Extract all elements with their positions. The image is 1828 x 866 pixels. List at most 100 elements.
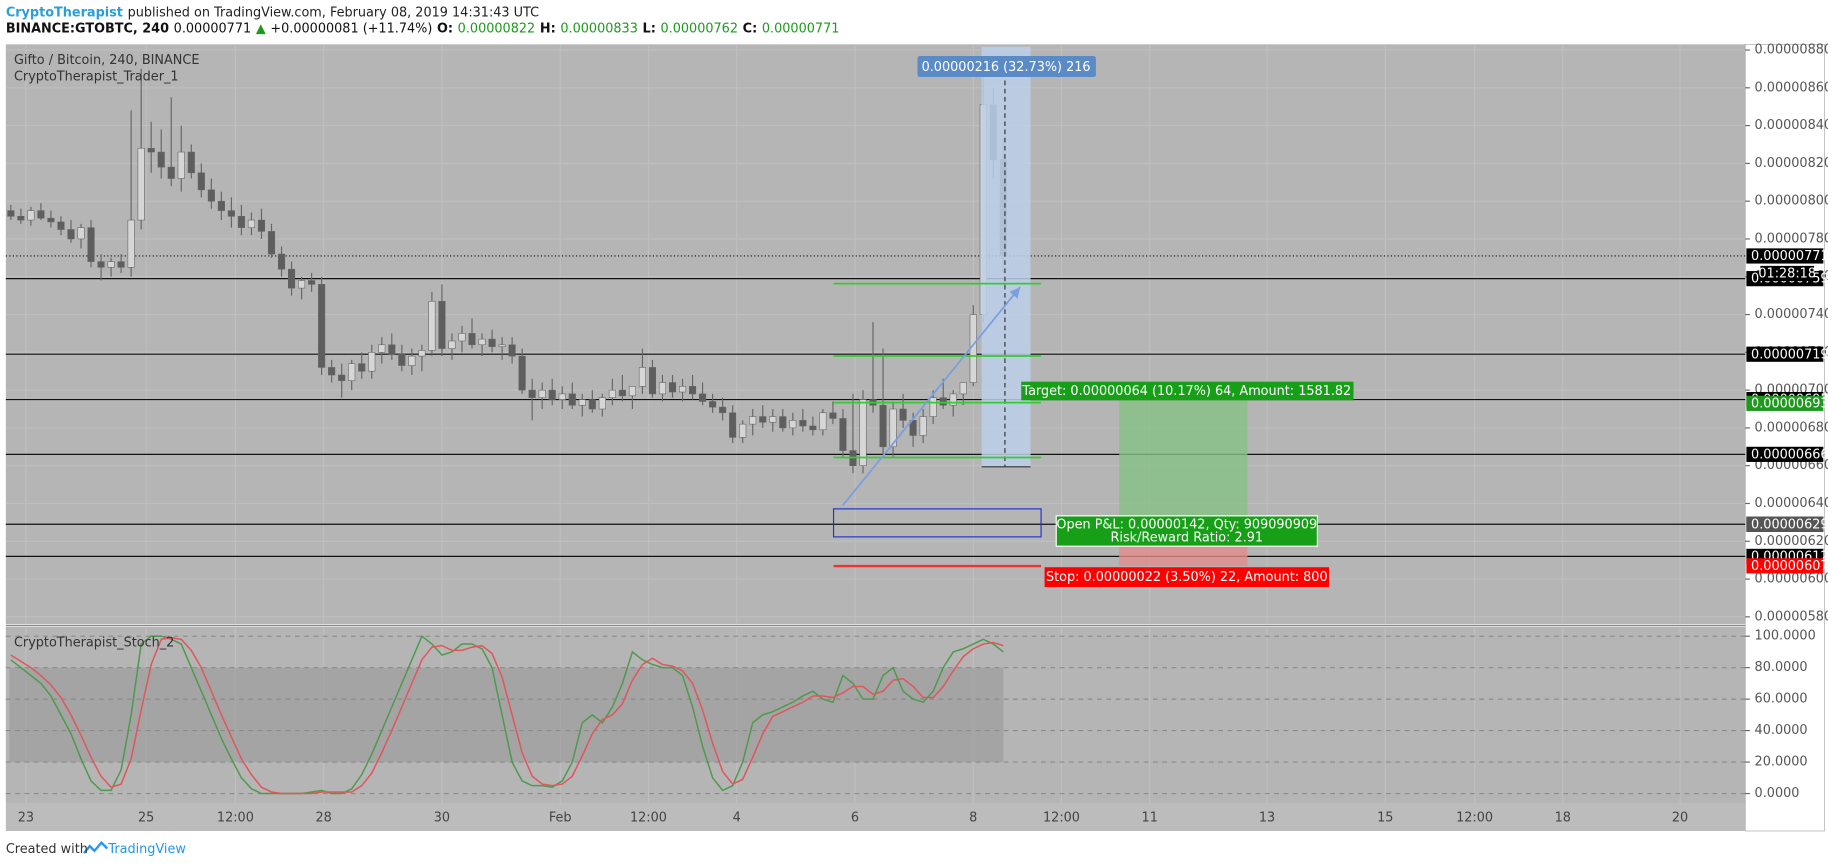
candle-body xyxy=(668,382,677,393)
stop-label: Stop: 0.00000022 (3.50%) 22, Amount: 800 xyxy=(1046,570,1328,585)
candle-body xyxy=(759,416,767,423)
candle-body xyxy=(678,386,687,393)
x-tick-label: 11 xyxy=(1142,811,1158,826)
axes: 23 25 12:00 28 30 Feb 12:00 4 6 8 12:00 11 13 15 12:00… xyxy=(18,43,1828,826)
candle-body xyxy=(809,425,817,431)
header-text: L: xyxy=(643,22,656,37)
candle-body xyxy=(959,382,967,395)
candle-body xyxy=(328,367,336,376)
price-label: 0.00000693 xyxy=(1751,396,1828,411)
candle-body xyxy=(508,344,516,357)
candle-body xyxy=(257,219,266,232)
candle-body xyxy=(488,338,496,347)
candle-body xyxy=(348,363,356,381)
measure-label-bg xyxy=(917,56,1096,78)
countdown-bg xyxy=(1760,265,1815,282)
y-tick-label: 0.00000800 xyxy=(1755,194,1828,209)
rr-label: Risk/Reward Ratio: 2.91 xyxy=(1111,531,1264,546)
candle-body xyxy=(478,338,486,346)
candle-body xyxy=(7,210,15,217)
header-text: published on TradingView.com, February 0… xyxy=(128,5,540,20)
header-text: O: xyxy=(437,22,453,37)
marks xyxy=(7,68,1007,795)
price-label: 0.00000607 xyxy=(1751,559,1828,574)
candle-body xyxy=(789,420,797,429)
candle-body xyxy=(648,367,657,395)
indicator-title: CryptoTherapist_Stoch_2 xyxy=(14,636,174,651)
footer-brand: TradingView xyxy=(107,842,185,857)
candle-body xyxy=(719,406,727,414)
candle-body xyxy=(17,215,25,221)
tool-box xyxy=(832,508,1042,538)
candle-body xyxy=(909,420,917,436)
candle-body xyxy=(77,227,85,240)
candle-body xyxy=(769,416,777,423)
y-tick-label: 0.00000840 xyxy=(1755,118,1828,133)
candle-body xyxy=(518,355,526,391)
countdown: 01:28:18 xyxy=(1758,267,1816,282)
candle-body xyxy=(568,393,576,406)
price-label: 0.00000666 xyxy=(1751,447,1828,462)
y-tick-label: 20.0000 xyxy=(1755,755,1808,770)
stoch-line xyxy=(10,636,1004,795)
candle-body xyxy=(378,344,386,353)
target-label: Target: 0.00000064 (10.17%) 64, Amount: … xyxy=(1021,384,1351,399)
price-label-bg xyxy=(1746,446,1824,462)
candle-body xyxy=(779,416,787,429)
header-text: 0.00000771 xyxy=(762,22,840,37)
candle-body xyxy=(608,389,616,398)
y-tick-label: 0.00000640 xyxy=(1755,496,1828,511)
candle-body xyxy=(37,210,45,219)
y-tick-label: 0.00000680 xyxy=(1755,420,1828,435)
candle-body xyxy=(889,408,897,448)
candle-body xyxy=(829,412,837,419)
candle-body xyxy=(558,393,566,400)
y-tick-label: 0.00000860 xyxy=(1755,80,1828,95)
candle-body xyxy=(658,382,667,395)
candle-body xyxy=(287,268,296,289)
y-tick-label: 0.00000780 xyxy=(1755,231,1828,246)
price-label: 0.00000629 xyxy=(1751,517,1828,532)
time-axis xyxy=(5,802,1746,831)
candle-body xyxy=(548,389,556,400)
candle-body xyxy=(167,166,175,179)
candle-body xyxy=(358,363,366,372)
header-text: H: xyxy=(540,22,556,37)
price-label-bg xyxy=(1746,248,1824,264)
x-tick-label: 12:00 xyxy=(630,811,667,826)
price-label-bg xyxy=(1746,346,1824,362)
candle-body xyxy=(448,340,456,349)
measure-label: 0.00000216 (32.73%) 216 xyxy=(922,60,1091,75)
header-text: CryptoTherapist xyxy=(6,5,123,20)
candle-body xyxy=(618,389,626,397)
y-tick-label: 0.00000620 xyxy=(1755,534,1828,549)
candle-body xyxy=(267,231,276,255)
candle-body xyxy=(227,210,235,217)
y-tick-label: 0.00000880 xyxy=(1755,43,1828,58)
x-tick-label: 20 xyxy=(1672,811,1688,826)
candle-body xyxy=(147,147,155,153)
x-tick-label: 13 xyxy=(1259,811,1275,826)
candle-body xyxy=(338,374,346,381)
candle-body xyxy=(638,367,646,387)
candle-body xyxy=(87,227,95,262)
y-tick-label: 60.0000 xyxy=(1755,692,1808,707)
y-tick-label: 80.0000 xyxy=(1755,660,1808,675)
candle-body xyxy=(388,344,396,355)
header-text: ▲ xyxy=(256,22,266,37)
logo xyxy=(83,840,109,854)
candle-body xyxy=(27,210,35,221)
header: CryptoTherapist published on TradingView.… xyxy=(6,5,840,36)
candle-body xyxy=(137,147,145,221)
x-tick-label: 12:00 xyxy=(1456,811,1493,826)
candle-body xyxy=(67,229,75,240)
drawings: 0.00000216 (32.73%) 216 Target: 0.000000… xyxy=(832,46,1354,588)
candle-body xyxy=(699,393,707,402)
x-tick-label: 30 xyxy=(434,811,450,826)
candle-body xyxy=(689,386,697,395)
x-tick-label: Feb xyxy=(549,811,572,826)
candle-body xyxy=(368,352,376,372)
stoch-line xyxy=(10,634,1004,795)
x-tick-label: 23 xyxy=(18,811,34,826)
